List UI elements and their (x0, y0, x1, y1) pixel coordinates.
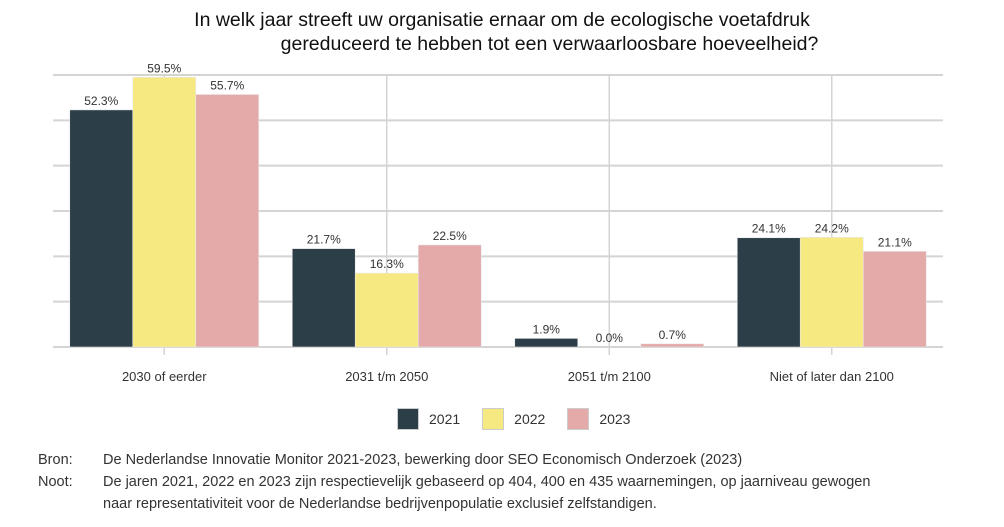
data-label: 0.7% (659, 328, 687, 342)
data-label: 52.3% (84, 94, 118, 108)
data-label: 24.1% (752, 222, 786, 236)
chart-title-line-2: gereduceerd te hebben tot een verwaarloo… (280, 33, 819, 55)
chart-title: In welk jaar streeft uw organisatie erna… (0, 8, 1004, 56)
data-label: 22.5% (433, 229, 467, 243)
data-label: 1.9% (533, 322, 561, 336)
data-label: 59.5% (147, 61, 181, 75)
x-tick-label: 2030 of eerder (122, 369, 207, 384)
legend-item-2023: 2023 (567, 408, 630, 430)
bar-2023 (195, 94, 260, 348)
bar-2023 (417, 244, 482, 348)
bar-2022 (132, 76, 197, 348)
bar-chart: 52.3% 59.5% 55.7% 2030 of eerder 21.7% 16.3% 2… (53, 61, 943, 384)
source-key: Bron: (38, 452, 73, 468)
legend-swatch-2022 (482, 408, 505, 430)
note-key: Noot: (38, 474, 73, 490)
data-label: 16.3% (370, 257, 404, 271)
bar-2021 (291, 248, 356, 348)
data-label: 21.1% (878, 235, 912, 249)
legend-item-2022: 2022 (482, 408, 545, 430)
legend: 2021 2022 2023 (397, 408, 652, 430)
chart-title-line-1: In welk jaar streeft uw organisatie erna… (194, 9, 810, 31)
bar-2021 (736, 237, 801, 348)
legend-label: 2023 (599, 411, 631, 427)
x-tick-label: 2031 t/m 2050 (345, 369, 428, 384)
data-label: 0.0% (596, 331, 624, 345)
data-label: 24.2% (815, 221, 849, 235)
bar-2023 (862, 251, 927, 348)
bar-2021 (69, 109, 134, 348)
bar-2023 (640, 343, 705, 348)
data-label: 21.7% (307, 233, 341, 247)
x-tick-label: Niet of later dan 2100 (770, 369, 894, 384)
legend-item-2021: 2021 (397, 408, 460, 430)
source-text: De Nederlandse Innovatie Monitor 2021-20… (103, 452, 743, 468)
bar-2022 (354, 272, 419, 348)
legend-swatch-2021 (397, 408, 419, 430)
data-label: 55.7% (210, 78, 244, 92)
note-line-1: De jaren 2021, 2022 en 2023 zijn respect… (103, 474, 871, 490)
legend-label: 2021 (429, 411, 461, 427)
legend-label: 2022 (514, 411, 546, 427)
x-tick-label: 2051 t/m 2100 (568, 369, 651, 384)
bar-2022 (799, 236, 864, 348)
legend-swatch-2023 (567, 408, 590, 430)
bar-2021 (514, 338, 579, 348)
note-line-2: naar representativiteit voor de Nederlan… (103, 496, 657, 512)
